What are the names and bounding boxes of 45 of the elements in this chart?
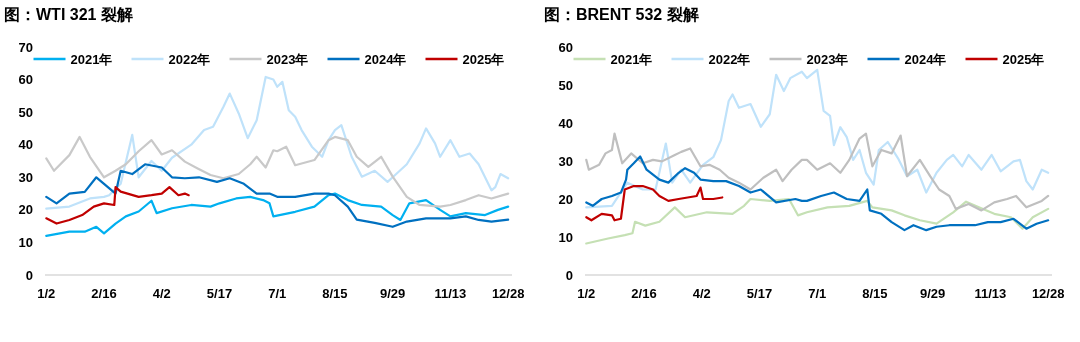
y-tick-label: 0	[565, 267, 573, 283]
legend-label: 2022年	[708, 51, 751, 67]
y-tick-label: 30	[18, 169, 33, 185]
x-tick-label: 8/15	[322, 286, 348, 301]
x-tick-label: 4/2	[692, 286, 711, 301]
legend-label: 2025年	[1002, 51, 1045, 67]
x-tick-label: 12/28	[491, 286, 525, 301]
x-tick-label: 11/13	[974, 286, 1007, 301]
legend-label: 2021年	[610, 51, 653, 67]
x-tick-label: 1/2	[37, 286, 56, 301]
y-tick-label: 20	[558, 191, 573, 207]
x-tick-label: 2/16	[631, 286, 657, 301]
legend-label: 2023年	[806, 51, 849, 67]
y-tick-label: 60	[558, 39, 573, 55]
y-tick-label: 50	[558, 77, 573, 93]
x-tick-label: 2/16	[91, 286, 117, 301]
x-tick-label: 9/29	[920, 286, 946, 301]
chart-title: 图：BRENT 532 裂解	[544, 6, 699, 23]
y-tick-label: 20	[18, 202, 33, 218]
legend-label: 2024年	[364, 51, 407, 67]
x-tick-label: 7/1	[808, 286, 827, 301]
x-tick-label: 9/29	[380, 286, 406, 301]
x-tick-label: 7/1	[268, 286, 287, 301]
y-tick-label: 10	[558, 229, 573, 245]
x-tick-label: 8/15	[862, 286, 888, 301]
legend-label: 2023年	[266, 51, 309, 67]
legend-label: 2021年	[70, 51, 113, 67]
y-tick-label: 60	[18, 72, 33, 88]
legend-label: 2025年	[462, 51, 505, 67]
chart-title: 图：WTI 321 裂解	[4, 6, 133, 23]
y-tick-label: 40	[18, 137, 33, 153]
y-tick-label: 0	[25, 267, 33, 283]
x-tick-label: 5/17	[746, 286, 773, 301]
x-tick-label: 11/13	[434, 286, 467, 301]
y-tick-label: 70	[18, 39, 33, 55]
x-tick-label: 1/2	[577, 286, 596, 301]
legend-label: 2022年	[168, 51, 211, 67]
y-tick-label: 50	[18, 104, 33, 120]
legend-label: 2024年	[904, 51, 947, 67]
x-tick-label: 12/28	[1031, 286, 1065, 301]
x-tick-label: 5/17	[206, 286, 233, 301]
y-tick-label: 40	[558, 115, 573, 131]
x-tick-label: 4/2	[152, 286, 171, 301]
y-tick-label: 10	[18, 234, 33, 250]
y-tick-label: 30	[558, 153, 573, 169]
